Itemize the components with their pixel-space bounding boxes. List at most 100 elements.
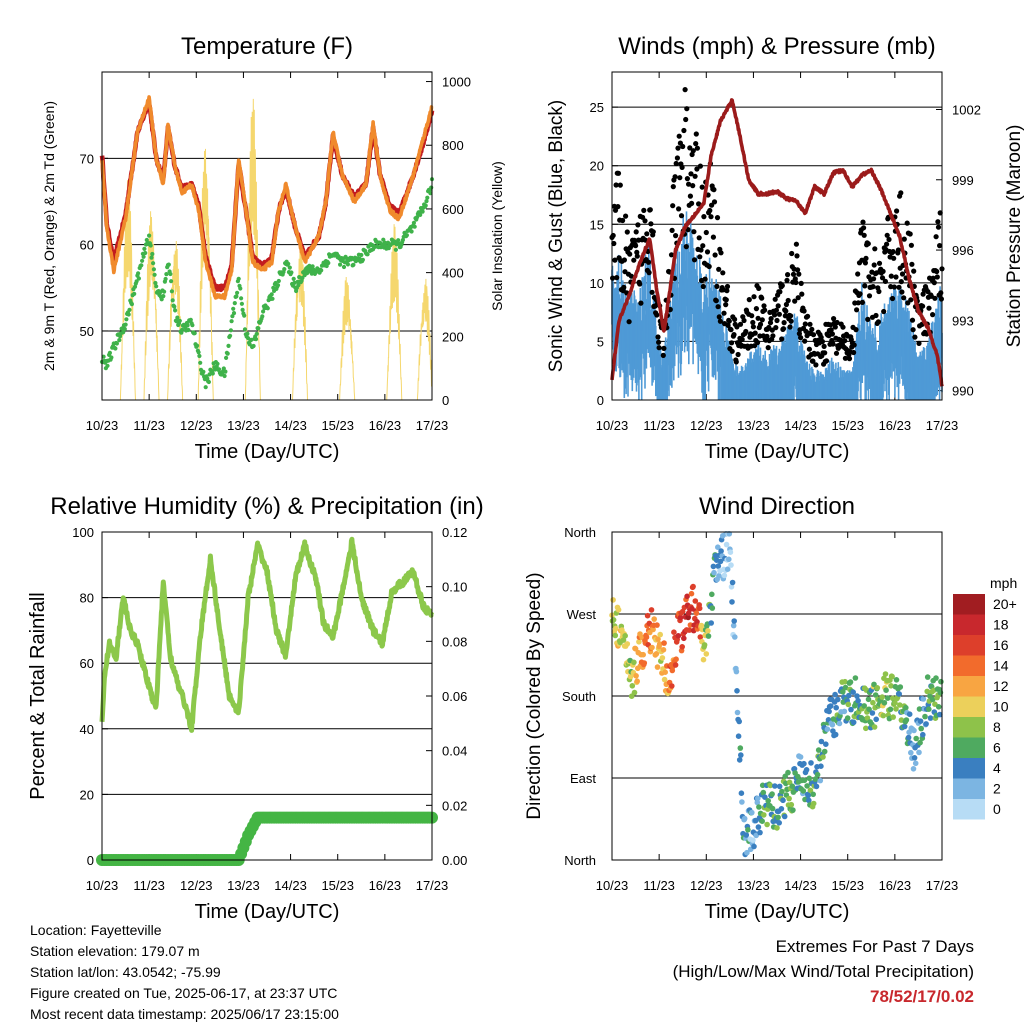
direction-point bbox=[813, 783, 820, 790]
x-axis-label: Time (Day/UTC) bbox=[705, 441, 850, 463]
direction-point bbox=[696, 605, 703, 612]
dewpoint-point bbox=[180, 327, 185, 332]
x-tick-label: 10/23 bbox=[596, 418, 629, 433]
direction-point bbox=[887, 706, 894, 713]
direction-point bbox=[688, 590, 695, 597]
direction-point bbox=[808, 760, 814, 766]
direction-point bbox=[890, 714, 896, 720]
gust-point bbox=[621, 257, 628, 263]
gust-point bbox=[718, 250, 724, 256]
gust-point bbox=[796, 331, 803, 337]
direction-point bbox=[776, 820, 782, 826]
gust-point bbox=[787, 324, 793, 330]
dewpoint-point bbox=[170, 298, 175, 303]
direction-point bbox=[863, 725, 869, 732]
x-tick-label: 11/23 bbox=[133, 418, 165, 433]
x-tick-label: 16/23 bbox=[369, 418, 402, 433]
y2-tick-label: 0.04 bbox=[442, 744, 467, 759]
plot-frame bbox=[101, 71, 433, 401]
direction-point bbox=[821, 748, 828, 755]
direction-point bbox=[671, 629, 677, 635]
gust-point bbox=[842, 338, 848, 344]
gust-point bbox=[614, 275, 620, 281]
gust-point bbox=[729, 340, 735, 346]
chart-title: Relative Humidity (%) & Precipitation (i… bbox=[50, 493, 483, 520]
direction-point bbox=[641, 660, 648, 666]
extremes-values: 78/52/17/0.02 bbox=[870, 987, 974, 1006]
dewpoint-point bbox=[256, 326, 261, 331]
direction-point bbox=[657, 631, 663, 638]
gust-point bbox=[693, 141, 699, 147]
direction-point bbox=[733, 668, 740, 675]
gust-point bbox=[910, 327, 916, 333]
dewpoint-point bbox=[151, 267, 156, 272]
direction-point bbox=[840, 689, 846, 695]
direction-point bbox=[924, 674, 931, 680]
direction-point bbox=[815, 747, 822, 753]
direction-point bbox=[889, 695, 896, 702]
gust-point bbox=[853, 327, 859, 333]
gust-point bbox=[891, 284, 897, 290]
y2-tick-label: 600 bbox=[442, 202, 464, 217]
dewpoint-point bbox=[206, 379, 211, 385]
gust-point bbox=[909, 261, 915, 267]
direction-point bbox=[871, 724, 878, 730]
gust-point bbox=[789, 250, 795, 257]
gust-point bbox=[704, 249, 711, 255]
gust-point bbox=[798, 335, 804, 341]
direction-point bbox=[675, 633, 682, 639]
dewpoint-point bbox=[359, 252, 364, 258]
gust-point bbox=[673, 233, 679, 239]
direction-point bbox=[780, 797, 786, 804]
direction-point bbox=[779, 788, 785, 795]
direction-point bbox=[662, 669, 668, 675]
y-tick-label: 70 bbox=[80, 151, 94, 166]
gust-point bbox=[932, 295, 938, 301]
dewpoint-point bbox=[276, 278, 281, 284]
dewpoint-point bbox=[234, 294, 239, 299]
series-wind bbox=[611, 211, 943, 400]
dewpoint-point bbox=[404, 233, 409, 238]
x-tick-label: 10/23 bbox=[86, 418, 119, 433]
direction-point bbox=[717, 558, 724, 565]
gust-point bbox=[696, 235, 702, 241]
gust-point bbox=[834, 319, 840, 326]
gust-point bbox=[673, 160, 679, 167]
gust-point bbox=[753, 306, 760, 312]
dewpoint-point bbox=[245, 331, 250, 336]
gust-point bbox=[908, 242, 915, 248]
dewpoint-point bbox=[141, 254, 146, 259]
gust-point bbox=[765, 345, 771, 351]
gust-point bbox=[617, 182, 623, 188]
direction-point bbox=[752, 817, 759, 824]
gust-point bbox=[925, 289, 931, 295]
x-tick-label: 17/23 bbox=[926, 878, 959, 893]
gust-point bbox=[785, 272, 791, 278]
direction-point bbox=[648, 607, 655, 613]
dewpoint-point bbox=[240, 307, 245, 312]
dewpoint-point bbox=[236, 276, 241, 281]
gust-point bbox=[670, 203, 676, 209]
direction-point bbox=[751, 843, 757, 850]
direction-point bbox=[728, 562, 734, 568]
gust-point bbox=[866, 293, 873, 299]
gust-point bbox=[901, 236, 907, 242]
dewpoint-point bbox=[101, 354, 106, 359]
x-tick-label: 13/23 bbox=[737, 418, 770, 433]
gust-point bbox=[686, 181, 692, 187]
y2-tick-label: 993 bbox=[952, 313, 974, 328]
x-tick-label: 12/23 bbox=[180, 878, 213, 893]
direction-point bbox=[818, 738, 825, 745]
direction-point bbox=[705, 628, 711, 634]
direction-point bbox=[797, 754, 804, 760]
y2-tick-label: 0.00 bbox=[442, 853, 467, 868]
gust-point bbox=[805, 313, 811, 319]
direction-point bbox=[643, 634, 650, 640]
direction-point bbox=[732, 634, 738, 640]
gust-point bbox=[711, 199, 718, 205]
x-tick-label: 14/23 bbox=[274, 418, 307, 433]
x-tick-label: 14/23 bbox=[784, 418, 817, 433]
direction-point bbox=[728, 584, 735, 590]
dewpoint-point bbox=[242, 327, 248, 332]
direction-point bbox=[610, 597, 616, 603]
